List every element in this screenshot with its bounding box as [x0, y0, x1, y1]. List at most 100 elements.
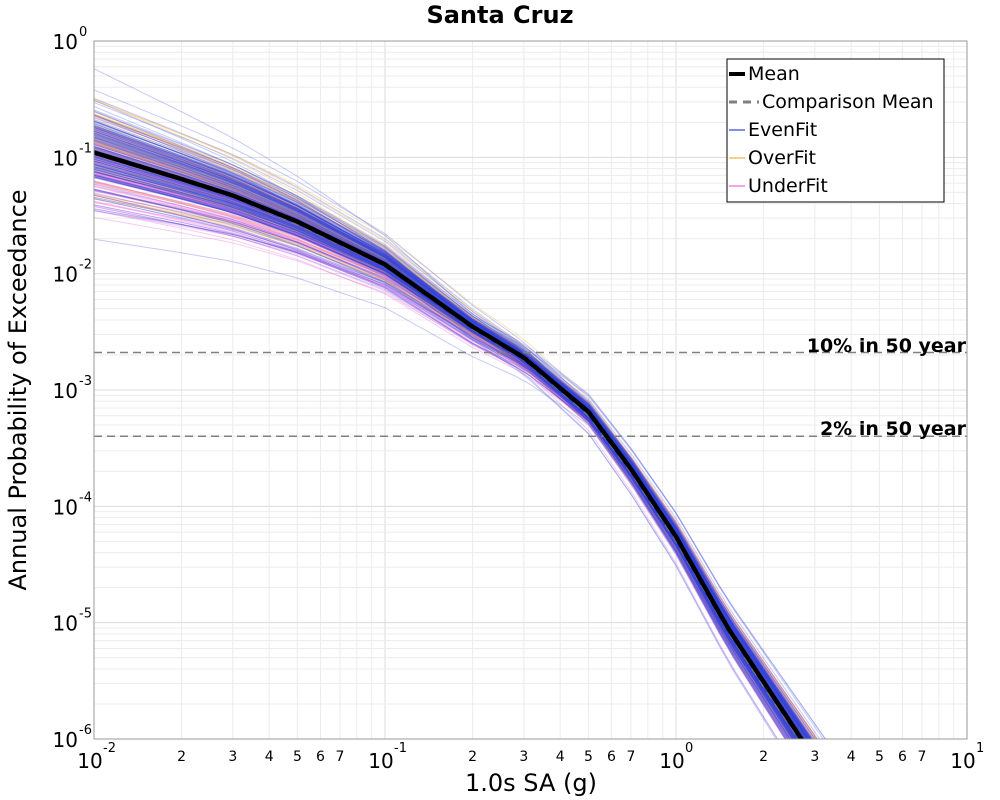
branch-curve-evenfit — [94, 126, 813, 739]
branch-curve-evenfit — [94, 123, 807, 739]
y-tick-label: 10 — [53, 30, 78, 54]
branch-curve-evenfit — [94, 97, 809, 739]
branch-curve-evenfit — [94, 161, 790, 739]
branch-curve-underfit — [94, 204, 793, 739]
branch-curve-evenfit — [94, 210, 777, 739]
y-tick-label: 10 — [53, 379, 78, 403]
branch-curve-evenfit — [94, 102, 812, 739]
branch-curve-overfit — [94, 133, 809, 739]
branch-curve-evenfit — [94, 130, 797, 739]
branch-curve-underfit — [94, 175, 795, 739]
y-tick-exponent: -1 — [79, 141, 92, 156]
branch-curve-evenfit — [94, 204, 797, 739]
y-tick-label: 10 — [53, 728, 78, 752]
branch-curve-overfit — [94, 113, 807, 739]
branch-curve-overfit — [94, 111, 810, 739]
branch-curve-evenfit — [94, 120, 810, 739]
branch-curve-evenfit — [94, 114, 795, 739]
branch-curve-evenfit — [94, 188, 797, 739]
x-tick-exponent: 0 — [685, 741, 693, 756]
branch-curve-evenfit — [94, 120, 814, 739]
legend-label-mean: Mean — [748, 63, 800, 85]
x-minor-tick-label: 5 — [293, 749, 302, 765]
branch-curve-evenfit — [94, 120, 809, 739]
x-minor-tick-label: 6 — [316, 749, 325, 765]
y-axis-label: Annual Probability of Exceedance — [4, 189, 32, 590]
branch-curve-underfit — [94, 127, 812, 739]
branch-curve-evenfit — [94, 166, 827, 739]
branch-curve-underfit — [94, 127, 815, 739]
legend-box — [726, 58, 945, 203]
branch-curve-evenfit — [94, 136, 812, 739]
branch-curve-evenfit — [94, 163, 796, 739]
x-minor-tick-label: 7 — [917, 749, 926, 765]
branch-curve-evenfit — [94, 189, 796, 739]
branch-curve-overfit — [94, 114, 815, 739]
branch-curve-evenfit — [94, 109, 809, 739]
branch-curve-underfit — [94, 174, 786, 739]
branch-curve-evenfit — [94, 122, 812, 739]
branch-curve-overfit — [94, 196, 816, 739]
branch-curve-overfit — [94, 198, 790, 739]
branch-curve-underfit — [94, 137, 811, 739]
branch-curve-evenfit — [94, 140, 810, 739]
branch-curve-underfit — [94, 133, 816, 739]
mean-line — [94, 150, 805, 739]
branch-curve-evenfit — [94, 133, 812, 739]
branch-curve-underfit — [94, 173, 795, 739]
x-tick-exponent: -2 — [103, 741, 116, 756]
branch-curve-evenfit — [94, 120, 796, 739]
branch-curve-evenfit — [94, 136, 816, 739]
branch-curve-underfit — [94, 173, 808, 739]
branch-curve-evenfit — [94, 177, 789, 739]
branch-curve-underfit — [94, 181, 795, 739]
branch-curve-overfit — [94, 123, 809, 739]
x-minor-tick-label: 7 — [626, 749, 635, 765]
branch-curve-evenfit — [94, 206, 798, 739]
x-tick-exponent: 1 — [976, 741, 984, 756]
branch-curve-evenfit — [94, 129, 826, 739]
branch-curve-overfit — [94, 170, 809, 739]
branch-curve-evenfit — [94, 192, 795, 739]
x-minor-tick-label: 2 — [759, 749, 768, 765]
legend-label-underfit: UnderFit — [748, 175, 828, 197]
branch-curve-evenfit — [94, 133, 809, 739]
x-minor-tick-label: 4 — [556, 749, 565, 765]
legend-label-evenfit: EvenFit — [748, 119, 817, 141]
x-minor-tick-label: 4 — [265, 749, 274, 765]
branch-curve-evenfit — [94, 136, 792, 739]
grid-lines — [93, 41, 967, 740]
branch-curve-evenfit — [94, 176, 793, 739]
branch-curve-evenfit — [94, 176, 811, 739]
branch-curve-evenfit — [94, 132, 810, 739]
branch-curve-overfit — [94, 193, 798, 739]
branch-curve-overfit — [94, 114, 810, 739]
x-minor-tick-label: 5 — [875, 749, 884, 765]
branch-curve-underfit — [94, 173, 791, 739]
plot-frame — [93, 40, 968, 740]
branch-curve-overfit — [94, 141, 810, 739]
x-minor-tick-label: 4 — [847, 749, 856, 765]
branch-curve-evenfit — [94, 125, 810, 739]
branch-curve-evenfit — [94, 208, 791, 739]
branch-curve-underfit — [94, 190, 789, 739]
branch-curve-underfit — [94, 173, 779, 739]
branch-curve-evenfit — [94, 126, 807, 739]
branch-curve-evenfit — [94, 139, 813, 739]
branch-curve-underfit — [94, 181, 791, 739]
mean-curves — [94, 150, 805, 739]
x-tick-exponent: -1 — [394, 741, 407, 756]
x-minor-tick-label: 2 — [177, 749, 186, 765]
branch-curve-overfit — [94, 136, 812, 739]
y-tick-exponent: -2 — [79, 258, 92, 273]
x-tick-label: 10 — [950, 749, 975, 773]
branch-curve-evenfit — [94, 134, 807, 739]
y-tick-exponent: -6 — [79, 723, 92, 738]
branch-curve-underfit — [94, 210, 799, 739]
branch-curve-evenfit — [94, 167, 791, 739]
branch-curve-evenfit — [94, 134, 797, 739]
x-tick-label: 10 — [77, 749, 102, 773]
chart-title: Santa Cruz — [426, 1, 573, 29]
